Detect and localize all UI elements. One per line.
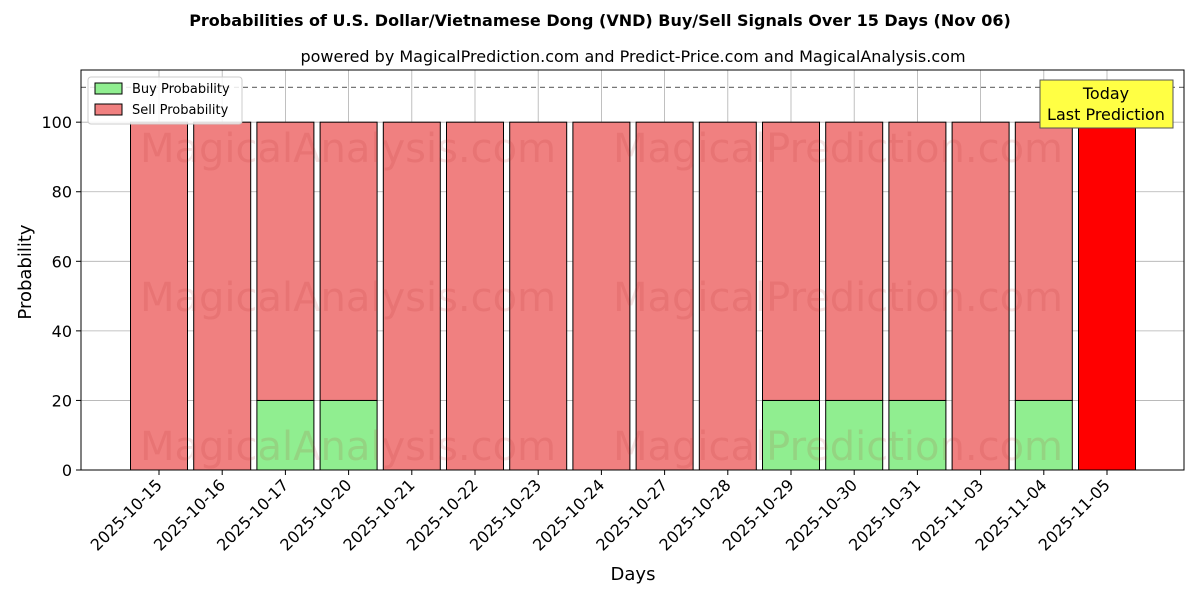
- bar-sell: [951, 121, 1010, 471]
- x-axis-label: Days: [611, 564, 656, 585]
- bar-buy: [1014, 399, 1073, 471]
- bar-buy: [762, 399, 820, 471]
- bar-sell: [446, 121, 504, 471]
- chart-title: Probabilities of U.S. Dollar/Vietnamese …: [189, 11, 1011, 30]
- legend-label-sell: Sell Probability: [132, 103, 229, 118]
- y-tick-label: 0: [62, 461, 72, 480]
- bar-sell: [825, 121, 884, 401]
- bar-sell: [762, 121, 820, 401]
- bar-buy: [319, 399, 378, 471]
- bar-sell: [319, 121, 378, 401]
- annotation-line-2: Last Prediction: [1047, 105, 1165, 124]
- bar-sell: [635, 121, 694, 471]
- annotation-line-1: Today: [1082, 84, 1129, 103]
- watermark-prediction: MagicalPrediction.com: [613, 424, 1063, 470]
- y-tick-label: 80: [52, 183, 72, 202]
- bar-sell: [509, 121, 568, 471]
- y-tick-label: 100: [41, 113, 72, 132]
- y-tick-label: 40: [52, 322, 72, 341]
- bar-buy: [888, 399, 947, 471]
- watermarks: MagicalAnalysis.com MagicalPrediction.com…: [140, 126, 1063, 470]
- bar-sell: [256, 121, 315, 401]
- watermark-analysis: MagicalAnalysis.com: [140, 275, 556, 321]
- bar-sell: [572, 121, 631, 471]
- watermark-prediction: MagicalPrediction.com: [613, 126, 1063, 172]
- legend-swatch-buy: [94, 82, 123, 95]
- bar-sell: [698, 121, 757, 471]
- y-tick-label: 20: [52, 391, 72, 410]
- today-annotation: Today Last Prediction: [1039, 79, 1174, 129]
- x-axis-ticks: 2025-10-152025-10-162025-10-172025-10-20…: [87, 470, 1114, 555]
- bar-sell: [1078, 121, 1136, 471]
- watermark-analysis: MagicalAnalysis.com: [140, 126, 556, 172]
- annotation-box: [1039, 79, 1174, 129]
- legend-box: [87, 76, 243, 125]
- y-tick-label: 60: [52, 252, 72, 271]
- bar-sell: [1014, 121, 1073, 401]
- y-axis-label: Probability: [15, 224, 36, 319]
- y-axis-ticks: 0 20 40 60 80 100: [41, 113, 81, 480]
- bars: [130, 121, 1136, 471]
- legend: Buy Probability Sell Probability: [87, 76, 243, 125]
- legend-label-buy: Buy Probability: [132, 82, 230, 97]
- watermark-prediction: MagicalPrediction.com: [613, 275, 1063, 321]
- legend-swatch-sell: [94, 103, 123, 116]
- bar-sell: [888, 121, 947, 401]
- bar-buy: [256, 399, 315, 471]
- bar-buy: [825, 399, 884, 471]
- watermark-analysis: MagicalAnalysis.com: [140, 424, 556, 470]
- chart-subtitle: powered by MagicalPrediction.com and Pre…: [300, 47, 965, 66]
- plot-frame: [80, 69, 1185, 471]
- bar-sell: [382, 121, 441, 471]
